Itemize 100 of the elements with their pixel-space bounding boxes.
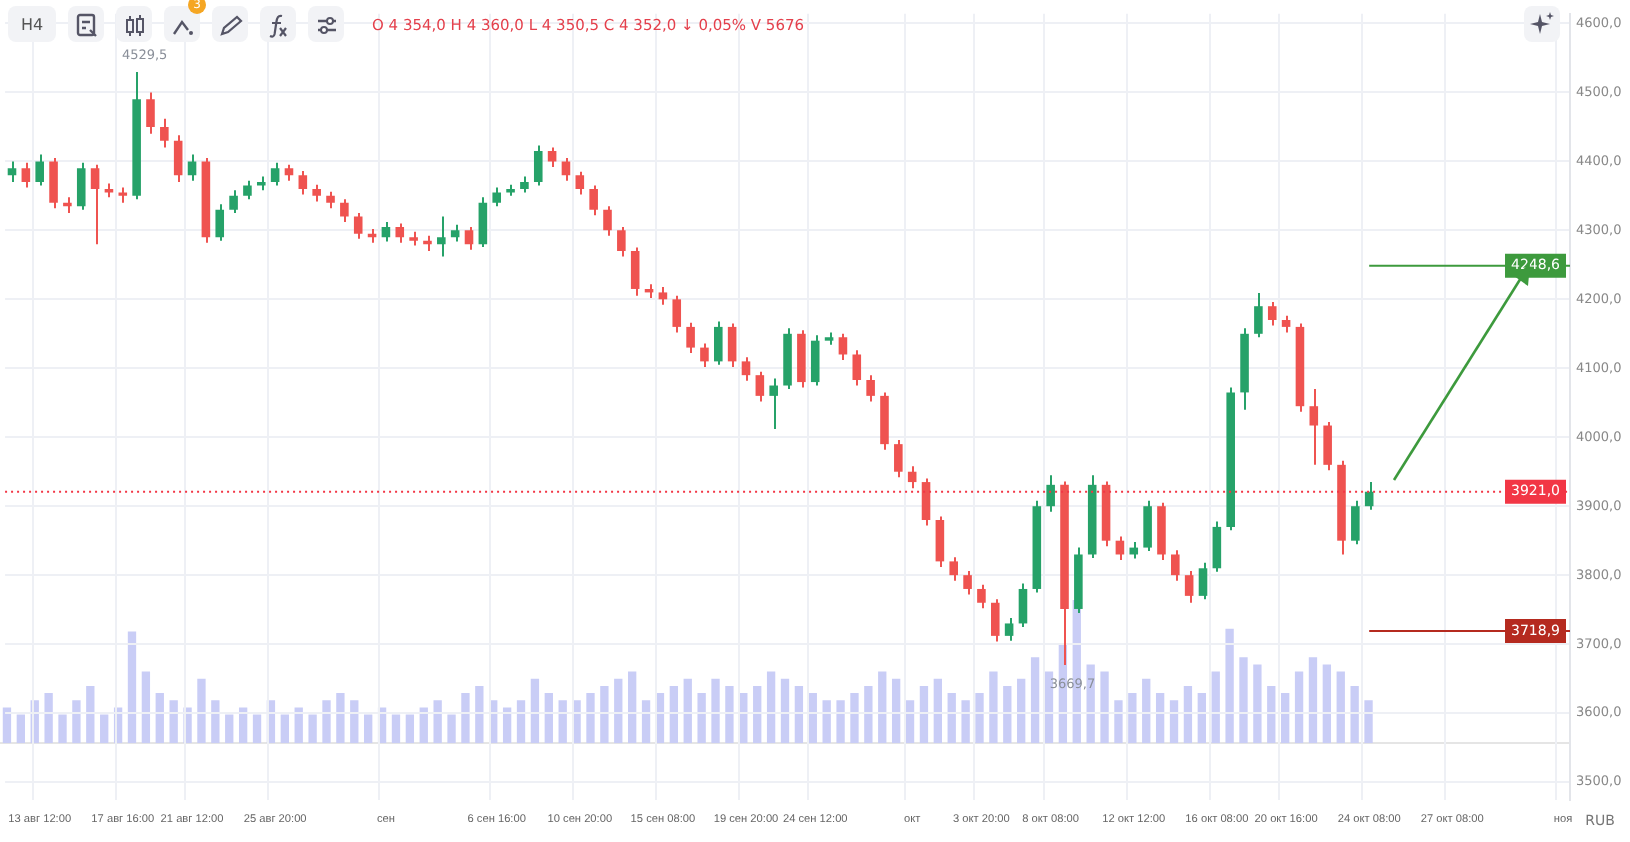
candlestick <box>437 215 446 258</box>
bar <box>336 693 345 744</box>
bar <box>1017 678 1026 744</box>
bar <box>280 714 289 744</box>
bar <box>127 631 137 744</box>
candlestick <box>714 320 723 366</box>
bar <box>905 700 915 744</box>
bar <box>822 700 831 744</box>
bar <box>1336 671 1345 744</box>
candlestick <box>1004 616 1014 642</box>
bar <box>1350 685 1359 744</box>
bar <box>1197 693 1206 744</box>
candlestick <box>7 160 17 184</box>
candlestick <box>1309 387 1319 466</box>
bar <box>405 714 415 744</box>
candlestick <box>727 322 737 368</box>
bar <box>1128 693 1137 744</box>
candlestick <box>866 374 875 403</box>
bar <box>44 693 53 744</box>
candlestick <box>464 225 474 251</box>
bar <box>766 671 776 744</box>
bar <box>586 693 595 744</box>
bar <box>641 700 651 744</box>
candlestick <box>1046 474 1055 513</box>
bar <box>711 678 720 744</box>
bar <box>1225 628 1234 744</box>
candlestick <box>76 161 86 211</box>
candlestick <box>492 186 501 208</box>
bar <box>16 714 26 744</box>
candlestick <box>160 117 169 149</box>
bar <box>58 714 67 744</box>
bar <box>447 714 456 744</box>
bar <box>1322 664 1332 744</box>
bar <box>461 693 470 744</box>
bar <box>516 700 526 744</box>
candlestick <box>630 246 640 297</box>
bar <box>294 707 303 744</box>
bar <box>1294 671 1304 744</box>
candlestick <box>1198 561 1208 601</box>
candlestick <box>229 189 238 215</box>
candlestick <box>1184 570 1194 604</box>
bar <box>558 700 567 744</box>
candlestick <box>1171 549 1180 582</box>
bar <box>544 693 553 744</box>
bar <box>989 671 998 744</box>
candlestick <box>340 198 349 224</box>
candlestick <box>90 163 100 246</box>
bar <box>530 678 540 744</box>
timeframe-button: H4 <box>8 6 56 42</box>
candlestick <box>700 342 709 368</box>
bar <box>169 700 178 744</box>
bar <box>1211 671 1220 744</box>
candlestick <box>381 221 391 243</box>
bar <box>475 685 484 744</box>
candlestick <box>990 598 1000 643</box>
candlestick <box>603 205 612 237</box>
bar <box>1169 700 1179 744</box>
bar <box>225 714 234 744</box>
bar <box>1253 664 1262 744</box>
candlestick <box>769 377 778 430</box>
bar <box>975 693 984 744</box>
bar <box>1142 678 1151 744</box>
bar <box>2 707 12 744</box>
bar <box>322 700 331 744</box>
bar <box>600 685 609 744</box>
candlestick <box>589 184 598 217</box>
bar <box>1239 657 1248 744</box>
bar <box>961 700 970 744</box>
bar <box>1044 671 1054 744</box>
candlestick <box>810 334 820 387</box>
candlestick <box>977 583 986 610</box>
candlestick <box>894 439 903 479</box>
bar <box>794 685 804 744</box>
candlestick <box>949 556 959 582</box>
candlestick <box>533 144 543 187</box>
candlestick <box>215 203 225 242</box>
bar <box>919 685 929 744</box>
bar <box>669 685 679 744</box>
bar <box>933 678 942 744</box>
bar <box>419 707 428 744</box>
candlestick <box>907 465 917 490</box>
bar <box>155 693 164 744</box>
candlestick <box>1254 292 1263 339</box>
bar <box>1364 700 1373 744</box>
bar <box>850 693 859 744</box>
candlestick <box>173 134 183 184</box>
bar <box>683 678 692 744</box>
bar <box>350 700 359 744</box>
bar <box>197 678 206 744</box>
bar <box>1100 671 1109 744</box>
candlestick <box>575 170 585 196</box>
bar <box>86 685 95 744</box>
bar <box>1281 693 1290 744</box>
bar <box>1267 685 1276 744</box>
candlestick <box>547 146 557 168</box>
candlestick <box>838 332 848 361</box>
candlestick <box>298 170 308 196</box>
bar <box>141 671 151 744</box>
bar <box>252 714 262 744</box>
candlestick <box>921 477 931 527</box>
